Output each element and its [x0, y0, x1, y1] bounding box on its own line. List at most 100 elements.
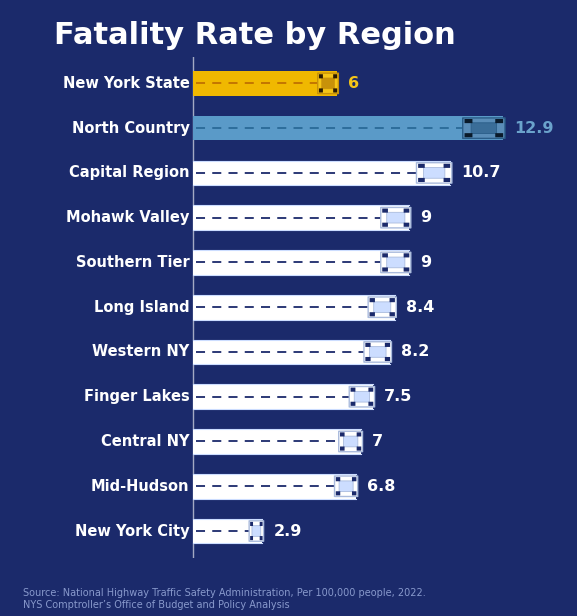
Text: New York City: New York City: [75, 524, 189, 538]
FancyBboxPatch shape: [357, 447, 361, 451]
FancyBboxPatch shape: [193, 205, 409, 230]
FancyBboxPatch shape: [387, 257, 405, 268]
Text: Source: National Highway Traffic Safety Administration, Per 100,000 people, 2022: Source: National Highway Traffic Safety …: [23, 588, 426, 610]
FancyBboxPatch shape: [335, 476, 358, 496]
FancyBboxPatch shape: [389, 298, 395, 302]
FancyBboxPatch shape: [357, 432, 361, 437]
FancyBboxPatch shape: [471, 123, 497, 134]
FancyBboxPatch shape: [382, 253, 388, 257]
FancyBboxPatch shape: [364, 342, 391, 362]
FancyBboxPatch shape: [193, 295, 395, 320]
FancyBboxPatch shape: [382, 209, 388, 213]
FancyBboxPatch shape: [368, 387, 373, 392]
FancyBboxPatch shape: [354, 391, 370, 402]
FancyBboxPatch shape: [252, 525, 261, 537]
Text: Fatality Rate by Region: Fatality Rate by Region: [54, 21, 456, 50]
FancyBboxPatch shape: [464, 119, 473, 123]
FancyBboxPatch shape: [260, 536, 263, 540]
FancyBboxPatch shape: [352, 491, 357, 495]
Text: Mid-Hudson: Mid-Hudson: [91, 479, 189, 494]
FancyBboxPatch shape: [369, 298, 375, 302]
FancyBboxPatch shape: [444, 164, 450, 168]
FancyBboxPatch shape: [340, 432, 344, 437]
FancyBboxPatch shape: [343, 436, 358, 447]
FancyBboxPatch shape: [404, 267, 409, 272]
FancyBboxPatch shape: [382, 222, 388, 227]
FancyBboxPatch shape: [463, 118, 505, 139]
FancyBboxPatch shape: [374, 302, 391, 312]
Text: 10.7: 10.7: [461, 166, 501, 180]
Text: Finger Lakes: Finger Lakes: [84, 389, 189, 404]
Text: North Country: North Country: [72, 121, 189, 136]
FancyBboxPatch shape: [368, 402, 373, 406]
Text: Mohawk Valley: Mohawk Valley: [66, 210, 189, 225]
FancyBboxPatch shape: [322, 78, 334, 89]
Text: 6: 6: [348, 76, 359, 91]
FancyBboxPatch shape: [193, 250, 409, 275]
FancyBboxPatch shape: [385, 357, 390, 361]
FancyBboxPatch shape: [193, 519, 263, 543]
FancyBboxPatch shape: [365, 343, 370, 347]
FancyBboxPatch shape: [369, 347, 386, 357]
FancyBboxPatch shape: [495, 133, 503, 137]
Text: 8.2: 8.2: [401, 344, 429, 360]
Text: 7: 7: [372, 434, 383, 449]
FancyBboxPatch shape: [333, 75, 337, 78]
Text: 12.9: 12.9: [514, 121, 554, 136]
FancyBboxPatch shape: [404, 253, 409, 257]
Text: 6.8: 6.8: [368, 479, 396, 494]
FancyBboxPatch shape: [381, 208, 411, 228]
Text: Central NY: Central NY: [101, 434, 189, 449]
FancyBboxPatch shape: [424, 168, 445, 178]
Text: Southern Tier: Southern Tier: [76, 255, 189, 270]
Text: 7.5: 7.5: [384, 389, 413, 404]
Text: New York State: New York State: [62, 76, 189, 91]
FancyBboxPatch shape: [249, 521, 264, 541]
Text: Long Island: Long Island: [94, 300, 189, 315]
FancyBboxPatch shape: [365, 357, 370, 361]
FancyBboxPatch shape: [193, 474, 357, 498]
FancyBboxPatch shape: [417, 163, 452, 183]
FancyBboxPatch shape: [418, 178, 425, 182]
FancyBboxPatch shape: [339, 431, 362, 452]
FancyBboxPatch shape: [336, 491, 340, 495]
FancyBboxPatch shape: [381, 252, 411, 273]
FancyBboxPatch shape: [193, 116, 503, 140]
FancyBboxPatch shape: [385, 343, 390, 347]
FancyBboxPatch shape: [260, 522, 263, 526]
FancyBboxPatch shape: [193, 429, 361, 454]
Text: Western NY: Western NY: [92, 344, 189, 360]
FancyBboxPatch shape: [339, 481, 353, 492]
Text: 9: 9: [420, 255, 432, 270]
FancyBboxPatch shape: [193, 339, 390, 364]
FancyBboxPatch shape: [340, 447, 344, 451]
FancyBboxPatch shape: [464, 133, 473, 137]
Text: Capital Region: Capital Region: [69, 166, 189, 180]
FancyBboxPatch shape: [319, 75, 323, 78]
FancyBboxPatch shape: [333, 88, 337, 92]
FancyBboxPatch shape: [352, 477, 357, 481]
Text: 8.4: 8.4: [406, 300, 434, 315]
FancyBboxPatch shape: [193, 384, 373, 409]
FancyBboxPatch shape: [250, 536, 253, 540]
FancyBboxPatch shape: [382, 267, 388, 272]
FancyBboxPatch shape: [349, 386, 374, 407]
FancyBboxPatch shape: [193, 71, 337, 95]
FancyBboxPatch shape: [404, 209, 409, 213]
FancyBboxPatch shape: [318, 73, 338, 94]
FancyBboxPatch shape: [418, 164, 425, 168]
FancyBboxPatch shape: [351, 402, 355, 406]
FancyBboxPatch shape: [319, 88, 323, 92]
FancyBboxPatch shape: [368, 297, 396, 317]
FancyBboxPatch shape: [250, 522, 253, 526]
FancyBboxPatch shape: [495, 119, 503, 123]
Text: 2.9: 2.9: [273, 524, 302, 538]
FancyBboxPatch shape: [404, 222, 409, 227]
FancyBboxPatch shape: [193, 161, 450, 185]
FancyBboxPatch shape: [336, 477, 340, 481]
Text: 9: 9: [420, 210, 432, 225]
FancyBboxPatch shape: [369, 312, 375, 317]
FancyBboxPatch shape: [389, 312, 395, 317]
FancyBboxPatch shape: [444, 178, 450, 182]
FancyBboxPatch shape: [351, 387, 355, 392]
